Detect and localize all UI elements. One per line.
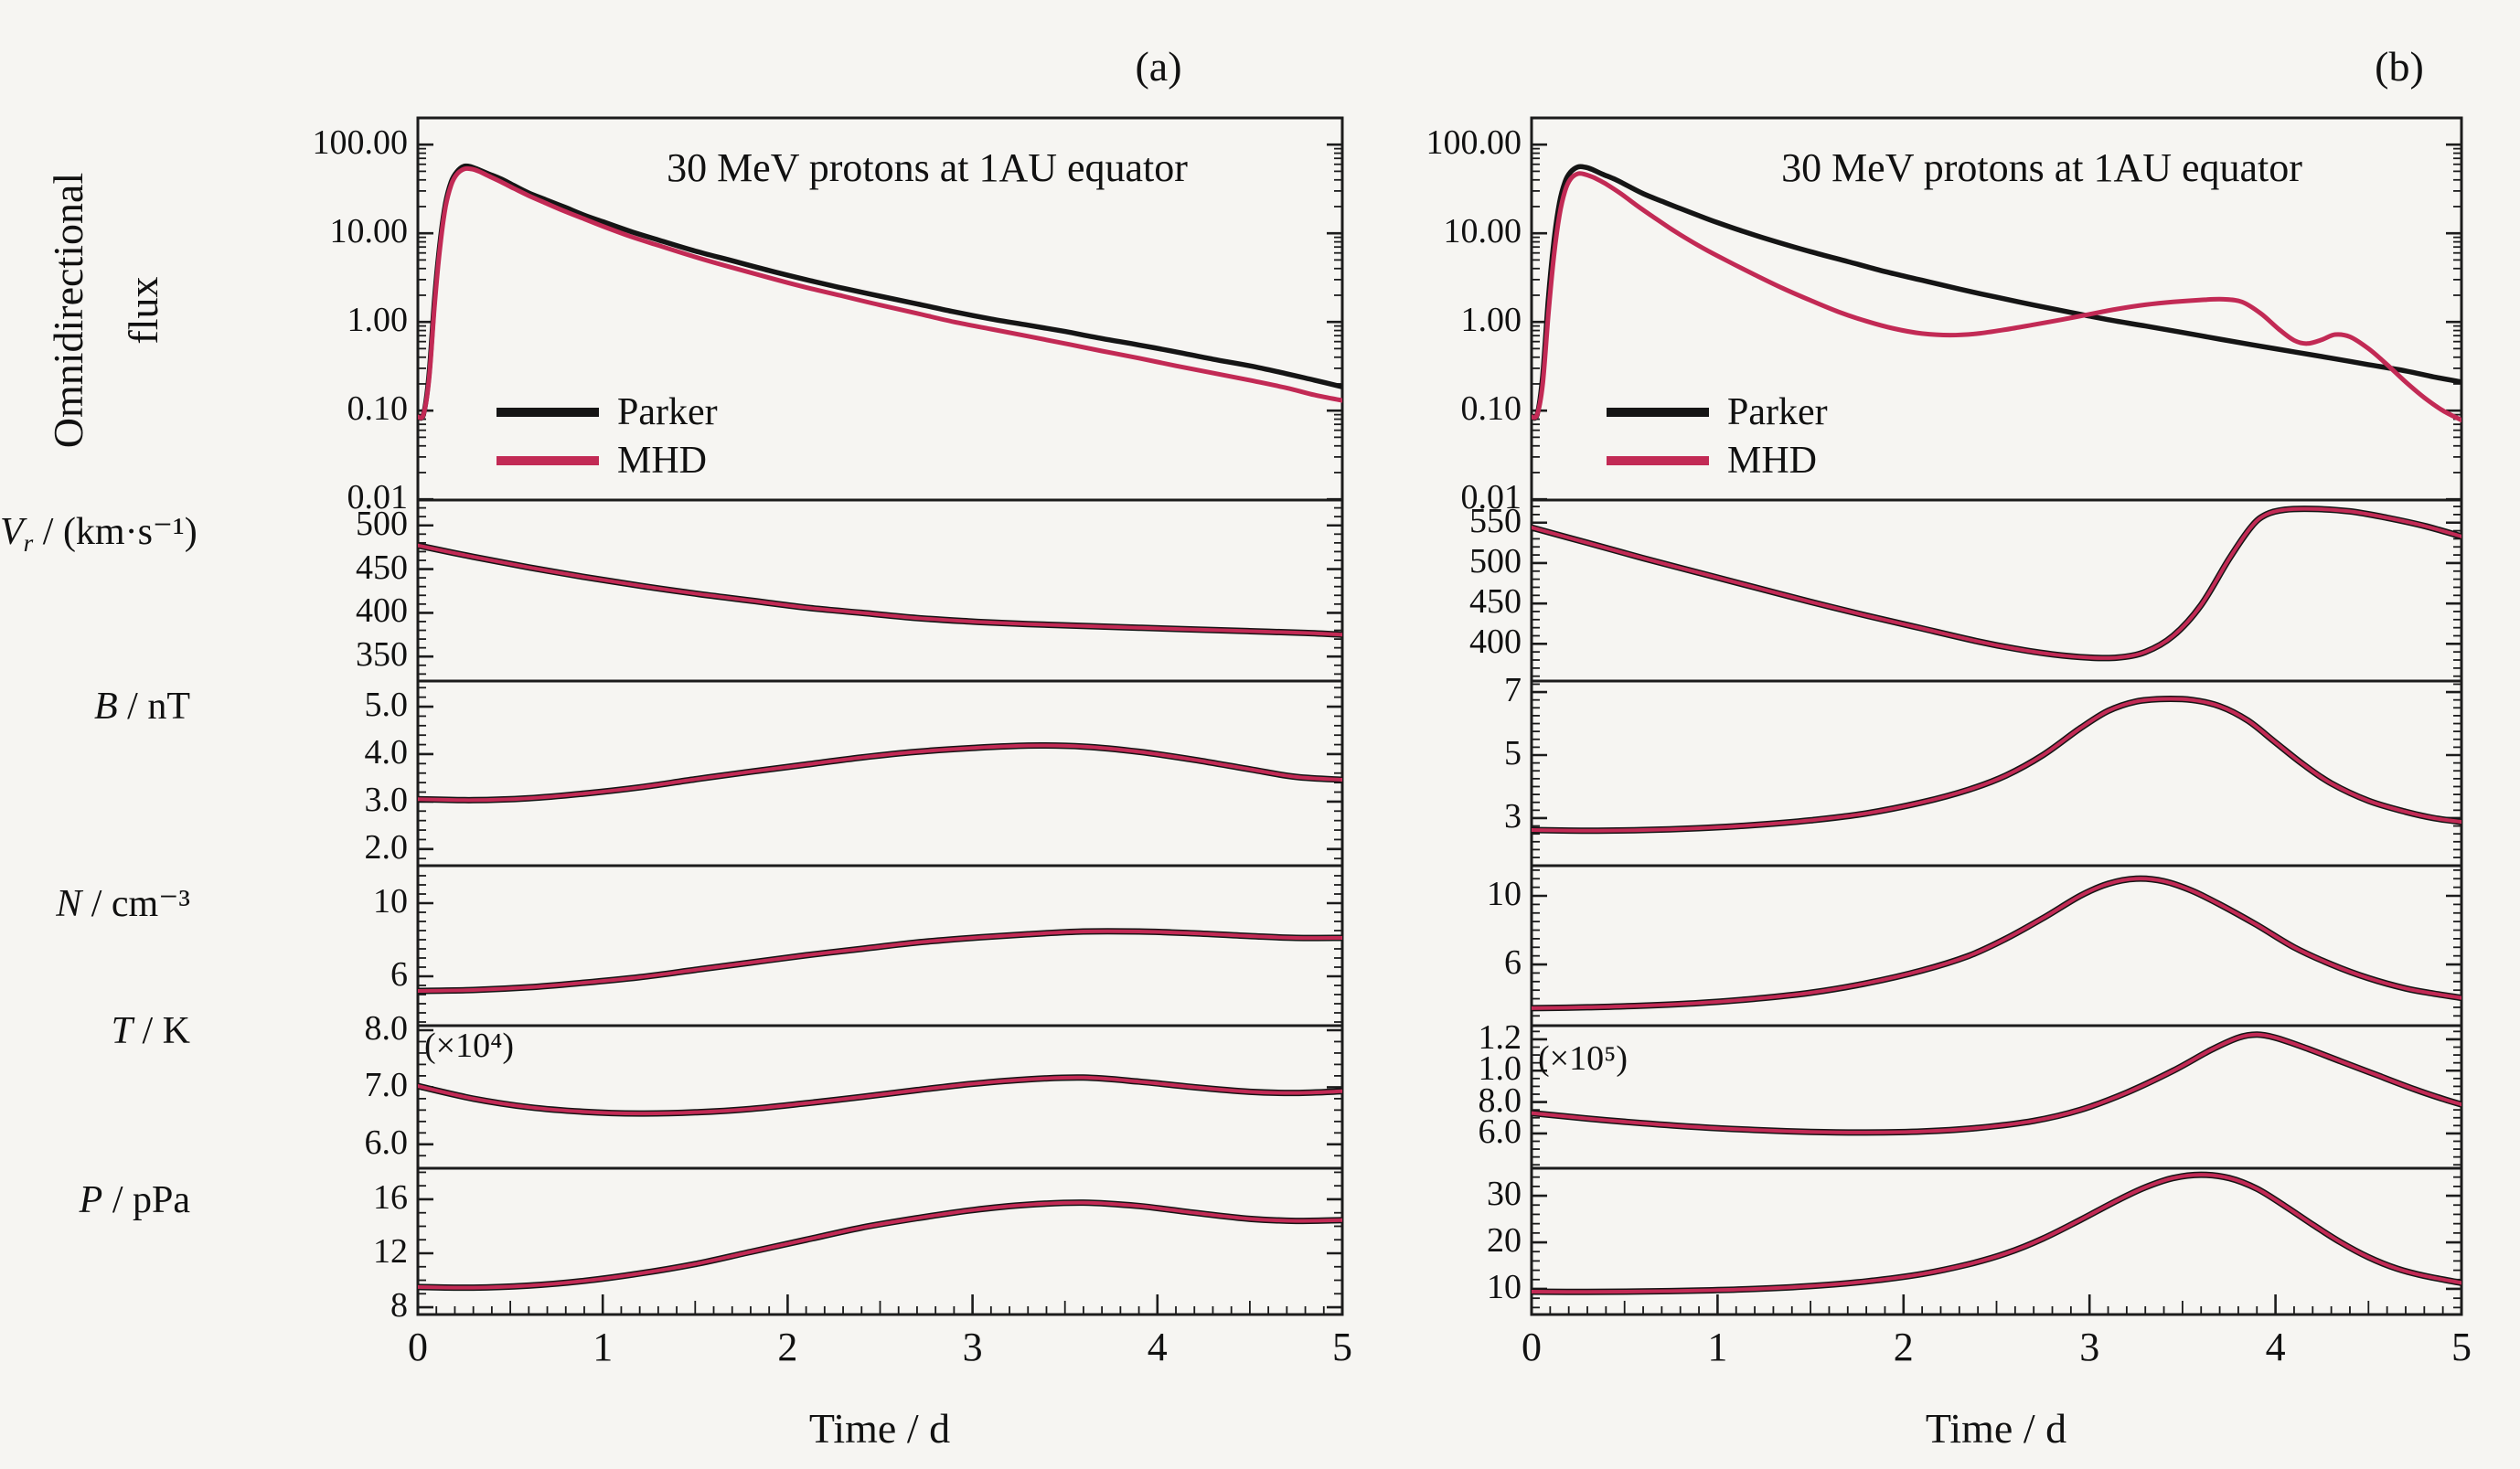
y-tick-label: 6 [1504, 943, 1522, 983]
y-tick-label: 10 [1487, 875, 1522, 913]
y-tick-label: 3.0 [364, 780, 409, 819]
legend-item-parker: Parker [1607, 388, 1828, 436]
parker-line-swatch [1607, 407, 1709, 417]
x-tick-label: 1 [593, 1325, 614, 1369]
legend-label-parker: Parker [617, 390, 718, 433]
panel-a-marker: (a) [1135, 43, 1182, 90]
panel-b-marker: (b) [2375, 43, 2424, 90]
x-tick-label: 0 [1522, 1325, 1542, 1369]
y-tick-label: 6 [390, 955, 408, 994]
x-tick-label: 2 [1893, 1325, 1914, 1369]
y-tick-label: 10.00 [1443, 212, 1522, 251]
y-tick-label: 16 [373, 1177, 408, 1217]
y-tick-label: 400 [356, 591, 408, 631]
y-tick-label: 1.00 [347, 301, 409, 340]
x-tick-label: 4 [1147, 1325, 1168, 1369]
y-tick-label: 4.0 [364, 732, 409, 772]
y-tick-label: 1.2 [1478, 1017, 1522, 1057]
y-tick-label: 350 [356, 635, 408, 675]
t-scale-annotation-a: (×10⁴) [424, 1027, 514, 1065]
x-tick-label: 0 [408, 1325, 428, 1369]
vr-axis-label: Vr / (km·s⁻¹) [0, 511, 198, 557]
x-axis-title-a: Time / d [808, 1405, 951, 1452]
y-tick-label: 0.10 [347, 389, 409, 429]
y-tick-label: 20 [1487, 1221, 1522, 1261]
y-tick-label: 30 [1487, 1175, 1522, 1214]
y-tick-label: 450 [356, 548, 408, 587]
y-tick-label: 2.0 [364, 827, 409, 867]
legend-panel-a: Parker MHD [497, 388, 718, 484]
y-tick-label: 7.0 [364, 1066, 409, 1105]
y-tick-label: 450 [1469, 582, 1522, 622]
y-tick-label: 1.0 [1478, 1049, 1522, 1089]
legend-item-mhd: MHD [497, 436, 718, 484]
x-tick-label: 3 [2079, 1325, 2100, 1369]
legend-item-mhd: MHD [1607, 436, 1828, 484]
y-tick-label: 3 [1504, 796, 1522, 836]
y-tick-label: 8.0 [1478, 1080, 1522, 1120]
y-tick-label: 8 [390, 1286, 408, 1325]
y-tick-label: 550 [1469, 501, 1522, 540]
x-tick-label: 3 [962, 1325, 983, 1369]
y-tick-label: 0.01 [1460, 478, 1522, 517]
x-tick-label: 1 [1707, 1325, 1728, 1369]
y-tick-label: 8.0 [364, 1008, 409, 1048]
x-tick-label: 5 [2451, 1325, 2472, 1369]
parker-line-swatch [497, 407, 599, 417]
mhd-line-swatch [497, 455, 599, 465]
p-axis-label: P / pPa [79, 1179, 190, 1221]
y-tick-label: 100.00 [1426, 123, 1522, 163]
t-axis-label: T / K [111, 1010, 190, 1052]
y-tick-label: 1.00 [1460, 301, 1522, 340]
legend-panel-b: Parker MHD [1607, 388, 1828, 484]
y-tick-label: 6.0 [364, 1123, 409, 1162]
flux-axis-label-line1: Omnidirectional [45, 172, 91, 449]
y-tick-label: 500 [356, 504, 408, 543]
legend-item-parker: Parker [497, 388, 718, 436]
x-tick-label: 4 [2265, 1325, 2286, 1369]
y-tick-label: 500 [1469, 541, 1522, 580]
y-tick-label: 12 [373, 1231, 408, 1271]
x-axis-title-b: Time / d [1925, 1405, 2067, 1452]
y-tick-label: 10.00 [329, 212, 409, 251]
x-tick-label: 2 [777, 1325, 798, 1369]
legend-label-parker: Parker [1727, 390, 1828, 433]
y-tick-label: 10 [373, 882, 408, 921]
panel-b-title: 30 MeV protons at 1AU equator [1781, 145, 2302, 190]
y-tick-label: 6.0 [1478, 1112, 1522, 1151]
y-tick-label: 0.10 [1460, 389, 1522, 429]
y-tick-label: 7 [1504, 671, 1522, 710]
panel-a-title: 30 MeV protons at 1AU equator [667, 145, 1188, 190]
y-tick-label: 100.00 [312, 123, 409, 163]
y-tick-label: 5 [1504, 734, 1522, 772]
n-axis-label: N / cm⁻³ [56, 883, 190, 925]
y-tick-label: 5.0 [364, 686, 409, 725]
legend-label-mhd: MHD [617, 439, 708, 482]
t-scale-annotation-b: (×10⁵) [1538, 1039, 1628, 1078]
legend-label-mhd: MHD [1727, 439, 1818, 482]
y-tick-label: 10 [1487, 1267, 1522, 1306]
mhd-line-swatch [1607, 455, 1709, 465]
y-tick-label: 0.01 [347, 478, 409, 517]
x-tick-label: 5 [1332, 1325, 1352, 1369]
b-axis-label: B / nT [94, 686, 190, 728]
y-tick-label: 400 [1469, 623, 1522, 662]
